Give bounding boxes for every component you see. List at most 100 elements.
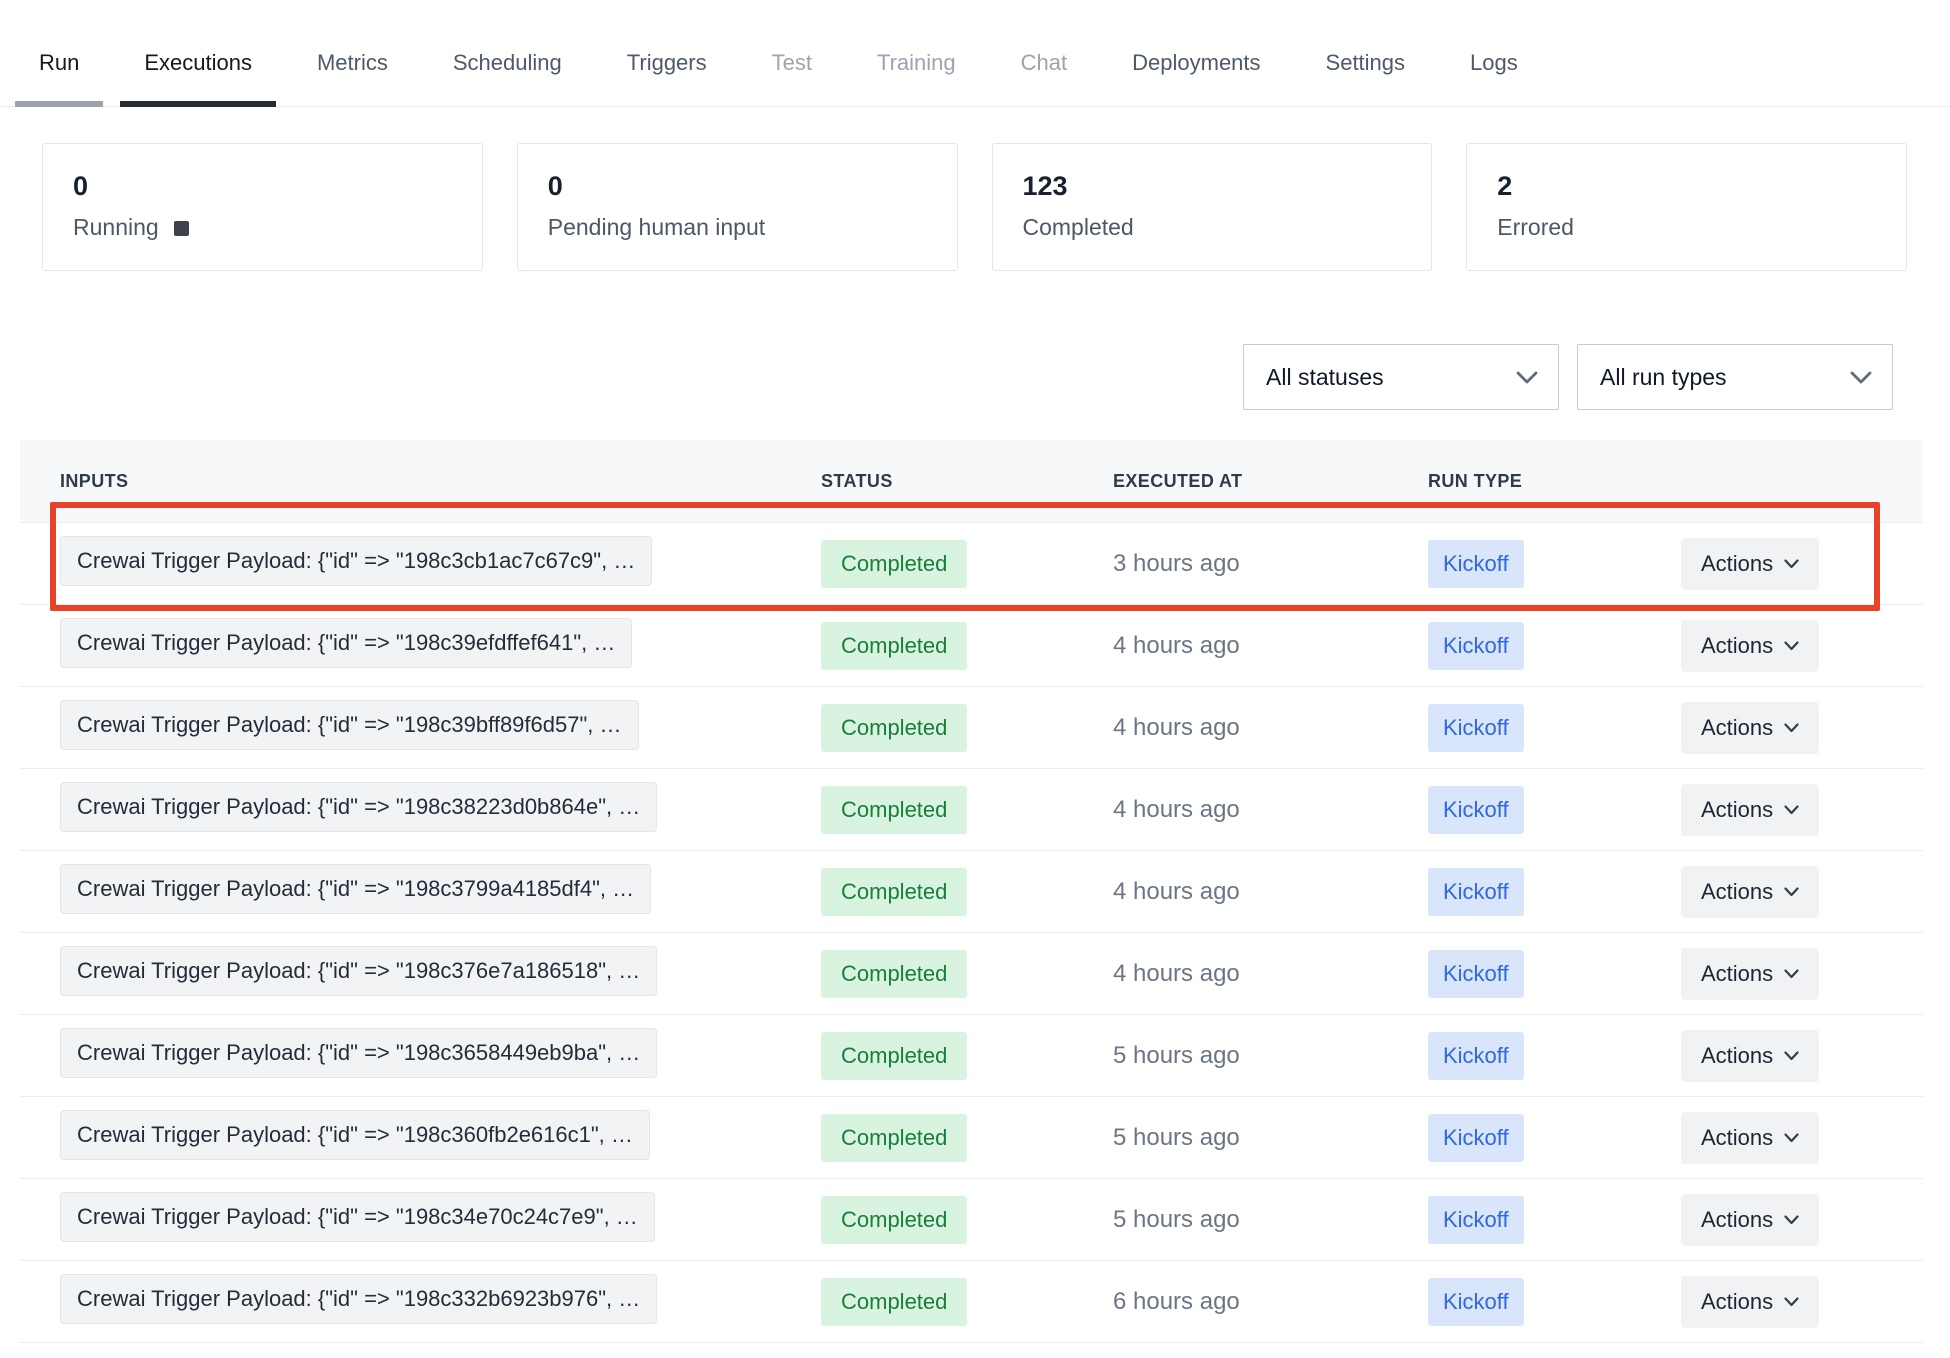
actions-button[interactable]: Actions: [1681, 865, 1820, 918]
stop-square-icon: [173, 221, 189, 236]
actions-button-label: Actions: [1701, 550, 1774, 576]
run-type-badge: Kickoff: [1428, 1195, 1524, 1244]
executed-at-text: 5 hours ago: [1113, 1041, 1240, 1069]
input-payload-chip[interactable]: Crewai Trigger Payload: {"id" => "198c37…: [60, 864, 652, 914]
status-badge: Completed: [821, 1113, 968, 1162]
chevron-down-icon: [1516, 371, 1538, 383]
tab-settings[interactable]: Settings: [1325, 50, 1406, 75]
status-badge: Completed: [821, 703, 968, 752]
tab-test[interactable]: Test: [771, 50, 812, 75]
status-filter-dropdown[interactable]: All statuses: [1243, 344, 1559, 410]
executed-at-text: 4 hours ago: [1113, 959, 1240, 987]
status-badge: Completed: [821, 785, 968, 834]
actions-button-label: Actions: [1701, 1124, 1774, 1150]
chevron-down-icon: [1784, 1132, 1799, 1142]
actions-button-label: Actions: [1701, 714, 1774, 740]
actions-button[interactable]: Actions: [1681, 1193, 1820, 1246]
chevron-down-icon: [1784, 886, 1799, 896]
tab-deployments[interactable]: Deployments: [1132, 50, 1261, 75]
input-payload-chip[interactable]: Crewai Trigger Payload: {"id" => "198c33…: [60, 1274, 658, 1324]
executed-at-text: 4 hours ago: [1113, 713, 1240, 741]
actions-button-label: Actions: [1701, 960, 1774, 986]
column-header-run-type: RUN TYPE: [1428, 470, 1523, 491]
table-header: INPUTS STATUS EXECUTED AT RUN TYPE: [20, 440, 1923, 522]
input-payload-chip[interactable]: Crewai Trigger Payload: {"id" => "198c38…: [60, 782, 658, 832]
actions-button[interactable]: Actions: [1681, 537, 1820, 590]
input-payload-chip[interactable]: Crewai Trigger Payload: {"id" => "198c36…: [60, 1110, 650, 1160]
actions-button[interactable]: Actions: [1681, 701, 1820, 754]
run-type-badge: Kickoff: [1428, 1031, 1524, 1080]
actions-button-label: Actions: [1701, 1206, 1774, 1232]
run-type-filter-dropdown[interactable]: All run types: [1577, 344, 1893, 410]
stat-value: 2: [1497, 171, 1513, 201]
input-payload-chip[interactable]: Crewai Trigger Payload: {"id" => "198c39…: [60, 618, 633, 668]
table-row: Crewai Trigger Payload: {"id" => "198c36…: [20, 1014, 1923, 1096]
status-filter-value: All statuses: [1266, 363, 1384, 390]
status-badge: Completed: [821, 621, 968, 670]
run-type-badge: Kickoff: [1428, 1277, 1524, 1326]
run-type-badge: Kickoff: [1428, 949, 1524, 998]
stat-label: Running: [73, 214, 159, 240]
chevron-down-icon: [1784, 968, 1799, 978]
chevron-down-icon: [1784, 1050, 1799, 1060]
actions-button[interactable]: Actions: [1681, 947, 1820, 1000]
stat-label: Completed: [1022, 214, 1134, 240]
status-badge: Completed: [821, 867, 968, 916]
actions-button-label: Actions: [1701, 632, 1774, 658]
run-type-filter-value: All run types: [1600, 363, 1727, 390]
input-payload-chip[interactable]: Crewai Trigger Payload: {"id" => "198c37…: [60, 946, 658, 996]
status-badge: Completed: [821, 1031, 968, 1080]
tab-run[interactable]: Run: [15, 0, 104, 107]
tab-scheduling[interactable]: Scheduling: [452, 50, 562, 75]
chevron-down-icon: [1784, 1214, 1799, 1224]
tab-metrics[interactable]: Metrics: [316, 50, 388, 75]
input-payload-chip[interactable]: Crewai Trigger Payload: {"id" => "198c3c…: [60, 536, 653, 586]
tab-training[interactable]: Training: [876, 50, 956, 75]
column-header-status: STATUS: [821, 470, 893, 491]
tab-chat[interactable]: Chat: [1020, 50, 1068, 75]
executed-at-text: 6 hours ago: [1113, 1287, 1240, 1315]
actions-button[interactable]: Actions: [1681, 783, 1820, 836]
table-row: Crewai Trigger Payload: {"id" => "198c38…: [20, 768, 1923, 850]
tab-executions[interactable]: Executions: [120, 0, 276, 107]
input-payload-chip[interactable]: Crewai Trigger Payload: {"id" => "198c34…: [60, 1192, 655, 1242]
run-type-badge: Kickoff: [1428, 785, 1524, 834]
table-row: Crewai Trigger Payload: {"id" => "198c34…: [20, 1178, 1923, 1260]
stat-label: Errored: [1497, 214, 1574, 240]
run-type-badge: Kickoff: [1428, 539, 1524, 588]
executed-at-text: 3 hours ago: [1113, 549, 1240, 577]
table-row: Crewai Trigger Payload: {"id" => "198c37…: [20, 932, 1923, 1014]
chevron-down-icon: [1850, 371, 1872, 383]
run-type-badge: Kickoff: [1428, 867, 1524, 916]
tab-bar: Run Executions Metrics Scheduling Triggers Te…: [0, 0, 1950, 107]
stats-row: 0 Running 0 Pending human input 123 Comp…: [42, 143, 1907, 271]
stat-value: 123: [1022, 171, 1068, 201]
stat-card-pending-human-input: 0 Pending human input: [516, 143, 958, 271]
column-header-executed-at: EXECUTED AT: [1113, 470, 1243, 491]
status-badge: Completed: [821, 949, 968, 998]
table-row: Crewai Trigger Payload: {"id" => "198c3c…: [20, 502, 1923, 611]
input-payload-chip[interactable]: Crewai Trigger Payload: {"id" => "198c39…: [60, 700, 639, 750]
stat-card-completed: 123 Completed: [991, 143, 1433, 271]
run-type-badge: Kickoff: [1428, 1113, 1524, 1162]
actions-button-label: Actions: [1701, 1288, 1774, 1314]
executions-table: INPUTS STATUS EXECUTED AT RUN TYPE Crewai T…: [20, 440, 1923, 1343]
run-type-badge: Kickoff: [1428, 621, 1524, 670]
stat-card-running: 0 Running: [42, 143, 483, 271]
actions-button[interactable]: Actions: [1681, 619, 1820, 672]
chevron-down-icon: [1784, 640, 1799, 650]
run-type-badge: Kickoff: [1428, 703, 1524, 752]
tab-triggers[interactable]: Triggers: [626, 50, 707, 75]
chevron-down-icon: [1784, 722, 1799, 732]
stat-value: 0: [547, 171, 563, 201]
tab-logs[interactable]: Logs: [1470, 50, 1518, 75]
executed-at-text: 5 hours ago: [1113, 1123, 1240, 1151]
actions-button[interactable]: Actions: [1681, 1029, 1820, 1082]
filters-row: All statuses All run types: [0, 344, 1893, 410]
table-row: Crewai Trigger Payload: {"id" => "198c36…: [20, 1096, 1923, 1178]
actions-button[interactable]: Actions: [1681, 1275, 1820, 1328]
input-payload-chip[interactable]: Crewai Trigger Payload: {"id" => "198c36…: [60, 1028, 658, 1078]
actions-button[interactable]: Actions: [1681, 1111, 1820, 1164]
executed-at-text: 4 hours ago: [1113, 631, 1240, 659]
stat-label: Pending human input: [547, 214, 766, 240]
